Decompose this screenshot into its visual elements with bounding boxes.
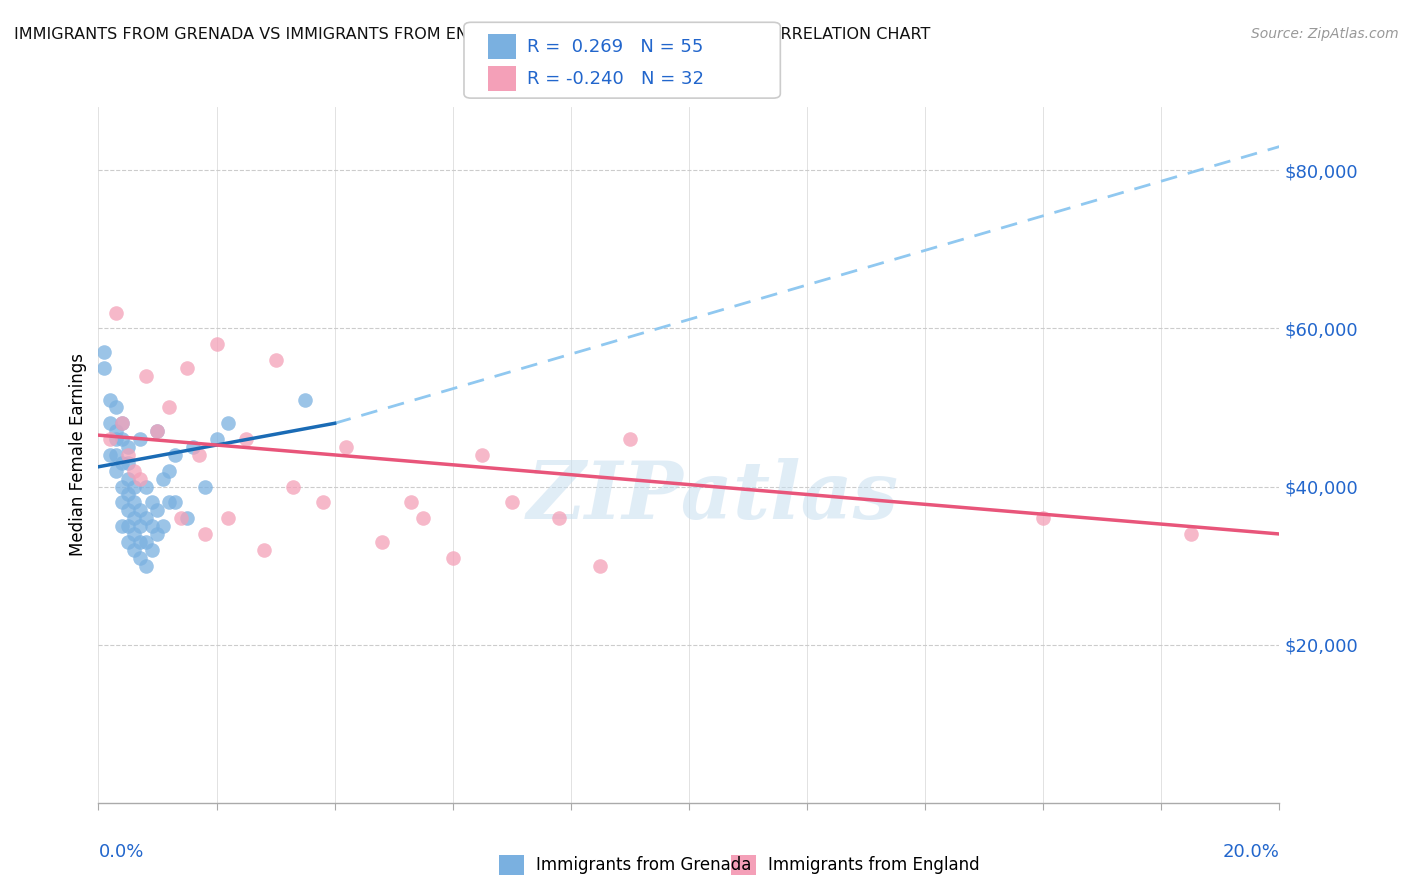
Point <box>253 542 276 557</box>
Point <box>105 401 128 415</box>
Point <box>111 417 134 431</box>
Point <box>412 511 434 525</box>
Point <box>122 495 145 509</box>
Point <box>165 495 187 509</box>
Point <box>619 432 641 446</box>
Point <box>128 472 150 486</box>
Point <box>589 558 612 573</box>
Point <box>294 392 316 407</box>
Point <box>152 519 174 533</box>
Text: Source: ZipAtlas.com: Source: ZipAtlas.com <box>1251 27 1399 41</box>
Text: Immigrants from Grenada: Immigrants from Grenada <box>536 856 751 874</box>
Point <box>501 495 523 509</box>
Point <box>111 456 134 470</box>
Point <box>205 337 228 351</box>
Point <box>128 535 150 549</box>
Point <box>128 503 150 517</box>
Point <box>141 542 163 557</box>
Point <box>105 432 128 446</box>
Point <box>128 550 150 565</box>
Point <box>264 353 287 368</box>
Text: ZIPatlas: ZIPatlas <box>526 458 898 535</box>
Point <box>170 511 193 525</box>
Point <box>117 456 139 470</box>
Text: R =  0.269   N = 55: R = 0.269 N = 55 <box>527 37 703 56</box>
Text: IMMIGRANTS FROM GRENADA VS IMMIGRANTS FROM ENGLAND MEDIAN FEMALE EARNINGS CORREL: IMMIGRANTS FROM GRENADA VS IMMIGRANTS FR… <box>14 27 931 42</box>
Point <box>146 503 169 517</box>
Point <box>128 519 150 533</box>
Point <box>135 535 157 549</box>
Point <box>1180 527 1202 541</box>
Point <box>98 392 121 407</box>
Point <box>217 511 239 525</box>
Point <box>335 440 357 454</box>
Point <box>146 424 169 438</box>
Point <box>105 464 128 478</box>
Point <box>105 305 128 319</box>
Point <box>105 448 128 462</box>
Point <box>122 542 145 557</box>
Point <box>176 511 198 525</box>
Point <box>122 527 145 541</box>
Point <box>194 527 217 541</box>
Point <box>157 495 180 509</box>
Text: R = -0.240   N = 32: R = -0.240 N = 32 <box>527 70 704 88</box>
Point <box>117 503 139 517</box>
Point <box>146 424 169 438</box>
Point <box>98 432 121 446</box>
Point <box>135 479 157 493</box>
Y-axis label: Median Female Earnings: Median Female Earnings <box>69 353 87 557</box>
Point <box>117 472 139 486</box>
Point <box>117 448 139 462</box>
Point <box>141 519 163 533</box>
Point <box>98 417 121 431</box>
Point <box>371 535 394 549</box>
Text: Immigrants from England: Immigrants from England <box>768 856 980 874</box>
Point <box>401 495 423 509</box>
Point <box>93 345 115 359</box>
Point <box>122 511 145 525</box>
Point <box>283 479 305 493</box>
Point <box>117 487 139 501</box>
Point <box>235 432 257 446</box>
Point <box>98 448 121 462</box>
Point <box>135 511 157 525</box>
Point <box>141 495 163 509</box>
Point <box>217 417 239 431</box>
Point <box>111 519 134 533</box>
Point <box>157 401 180 415</box>
Point <box>157 464 180 478</box>
Point <box>122 464 145 478</box>
Point <box>312 495 335 509</box>
Point <box>205 432 228 446</box>
Point <box>117 535 139 549</box>
Point <box>111 479 134 493</box>
Point <box>111 495 134 509</box>
Point <box>146 527 169 541</box>
Point <box>135 368 157 383</box>
Point <box>93 361 115 376</box>
Point <box>111 417 134 431</box>
Point <box>181 440 204 454</box>
Point <box>135 558 157 573</box>
Point <box>471 448 494 462</box>
Point <box>117 519 139 533</box>
Point <box>122 479 145 493</box>
Point <box>165 448 187 462</box>
Point <box>111 432 134 446</box>
Point <box>117 440 139 454</box>
Point <box>441 550 464 565</box>
Point <box>105 424 128 438</box>
Text: 20.0%: 20.0% <box>1223 843 1279 861</box>
Point <box>1032 511 1054 525</box>
Point <box>152 472 174 486</box>
Point <box>187 448 209 462</box>
Point <box>176 361 198 376</box>
Text: 0.0%: 0.0% <box>98 843 143 861</box>
Point <box>194 479 217 493</box>
Point <box>548 511 571 525</box>
Point <box>128 432 150 446</box>
